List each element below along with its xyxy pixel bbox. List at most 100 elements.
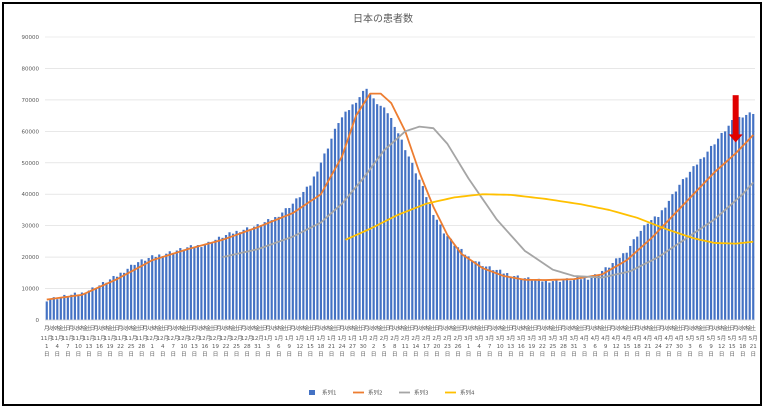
x-tick-date-line: 4 xyxy=(161,344,165,350)
bar-series1 xyxy=(706,151,709,320)
x-tick-date-line: 24 xyxy=(339,344,346,350)
x-tick-date: 5月 21日 xyxy=(749,335,758,358)
x-tick-weekday: 火 xyxy=(367,326,373,332)
x-tick-date-line: 1 xyxy=(45,344,49,350)
x-tick-date-line: 日 xyxy=(550,351,556,358)
x-tick-date-line: 1月 xyxy=(327,335,336,342)
x-tick-weekday: 日 xyxy=(459,325,465,332)
bar-series1 xyxy=(713,144,716,320)
bar-series1 xyxy=(516,275,519,320)
bar-series1 xyxy=(274,217,277,320)
bar-series1 xyxy=(277,216,280,320)
x-tick-date-line: 4月 xyxy=(654,335,663,342)
bar-series1 xyxy=(488,266,491,320)
x-tick-date-line: 15 xyxy=(623,344,630,350)
bar-series1 xyxy=(112,275,115,320)
x-tick-weekday: 金 xyxy=(304,324,310,332)
x-tick-date-line: 18 xyxy=(634,344,641,350)
bar-series1 xyxy=(463,254,467,320)
series4-line xyxy=(345,193,754,245)
bar-series1 xyxy=(221,237,224,320)
x-tick-weekday: 月 xyxy=(585,325,591,332)
x-tick-weekday: 土 xyxy=(86,324,92,332)
x-tick-date-line: 12月 xyxy=(241,335,254,342)
x-tick-weekday: 日 xyxy=(114,325,120,332)
x-tick-weekday: 月 xyxy=(659,325,665,332)
x-tick-date-line: 5月 xyxy=(738,335,747,342)
x-tick-weekday: 木 xyxy=(350,324,356,332)
bar-series1 xyxy=(752,113,755,320)
x-tick-date-line: 3月 xyxy=(548,335,557,342)
bar-series1 xyxy=(660,210,663,320)
bar-series1 xyxy=(84,293,87,320)
x-tick-date-line: 日 xyxy=(371,351,377,358)
x-tick-date-line: 1月 xyxy=(306,335,315,342)
bar-series1 xyxy=(586,279,590,320)
x-tick-date-line: 9 xyxy=(604,344,608,350)
x-tick-date-line: 日 xyxy=(223,351,229,358)
x-tick-date: 5月 15日 xyxy=(728,335,737,358)
bar-series1 xyxy=(383,107,386,321)
legend-label: 系列1 xyxy=(322,389,337,397)
x-tick-date-line: 2月 xyxy=(432,335,441,342)
x-tick-weekday: 月 xyxy=(118,325,124,332)
x-tick-date-line: 日 xyxy=(181,351,187,358)
bar-series1 xyxy=(622,253,625,320)
bar-series1 xyxy=(692,166,695,320)
x-tick-weekday: 日 xyxy=(164,325,170,332)
x-tick-weekday: 土 xyxy=(726,324,732,332)
x-tick-weekday: 木 xyxy=(596,324,602,332)
x-tick-date-line: 4月 xyxy=(622,335,631,342)
x-tick-date-line: 5 xyxy=(382,344,386,350)
x-tick-date-line: 23 xyxy=(444,344,451,350)
bar-series1 xyxy=(365,88,368,321)
legend-item: 系列3 xyxy=(399,389,429,397)
x-tick-date-line: 22 xyxy=(539,344,546,350)
x-tick-date-line: 3 xyxy=(266,344,270,350)
bar-series1 xyxy=(231,233,235,320)
x-tick-date-line: 11月 xyxy=(41,335,54,342)
x-tick-date-line: 16 xyxy=(518,344,525,350)
x-tick-weekday: 日 xyxy=(410,325,416,332)
x-tick-weekday: 月 xyxy=(561,325,567,332)
bar-series1 xyxy=(442,233,446,320)
bar-series1 xyxy=(49,299,52,320)
bar-series1 xyxy=(572,278,576,320)
bar-series1 xyxy=(386,113,389,320)
x-tick-date-line: 11 xyxy=(402,344,409,350)
x-tick-weekday: 水 xyxy=(100,324,106,332)
x-tick-date-line: 1 xyxy=(150,344,154,350)
x-tick-weekday: 水 xyxy=(371,324,377,332)
x-tick-weekday: 日 xyxy=(434,325,440,332)
x-tick-weekday: 木 xyxy=(424,324,430,332)
x-tick-date-line: 日 xyxy=(192,351,198,358)
bar-series1 xyxy=(731,120,734,320)
x-tick-date: 11月 4日 xyxy=(51,335,64,358)
bar-series1 xyxy=(228,232,231,320)
bar-series1 xyxy=(477,261,481,320)
x-tick-date-line: 日 xyxy=(519,351,525,358)
x-tick-date: 4月 3日 xyxy=(580,335,589,358)
x-tick-weekday: 火 xyxy=(712,326,718,332)
bar-series1 xyxy=(87,290,91,320)
x-tick-weekday: 土 xyxy=(504,324,510,332)
y-tick-label: 60000 xyxy=(22,129,40,135)
x-tick-date-line: 日 xyxy=(55,351,61,358)
x-tick-date-line: 21 xyxy=(644,344,651,350)
x-tick-date-line: 12月 xyxy=(178,335,191,342)
bar-series1 xyxy=(439,224,442,320)
bar-series1 xyxy=(509,276,512,320)
x-tick-date: 12月 25日 xyxy=(230,335,243,358)
x-tick-date-line: 日 xyxy=(76,351,82,358)
x-tick-date: 4月 18日 xyxy=(633,335,642,358)
bar-series1 xyxy=(137,262,140,320)
bar-series1 xyxy=(207,241,210,320)
x-tick-date-line: 日 xyxy=(297,351,303,358)
x-tick-weekday: 木 xyxy=(694,324,700,332)
x-tick-date-line: 13 xyxy=(507,344,514,350)
bar-series1 xyxy=(432,214,435,320)
x-tick-weekday: 水 xyxy=(666,324,672,332)
bar-series1 xyxy=(133,264,136,320)
x-tick-weekday: 木 xyxy=(128,324,134,332)
x-tick-date: 4月 24日 xyxy=(654,335,663,358)
